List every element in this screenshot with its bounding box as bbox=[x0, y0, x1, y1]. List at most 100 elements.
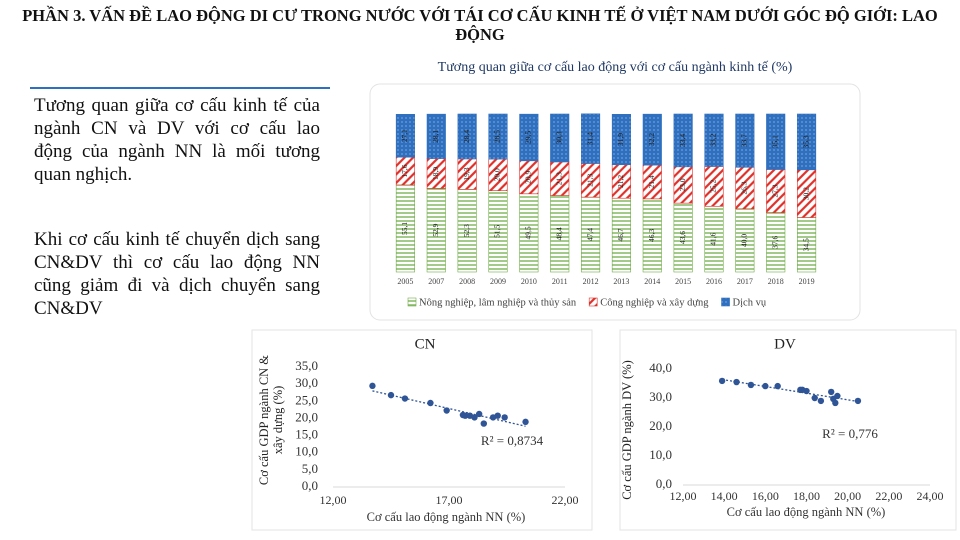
x-tick-label: 20,00 bbox=[834, 489, 861, 503]
point bbox=[747, 381, 755, 389]
bar-segment bbox=[457, 113, 477, 160]
x-tick-label: 22,00 bbox=[552, 493, 579, 507]
value-label: 20,0 bbox=[493, 168, 502, 181]
value-label: 43,6 bbox=[678, 231, 687, 244]
x-tick-label: 2017 bbox=[737, 277, 753, 286]
value-label: 21,3 bbox=[585, 173, 594, 186]
chart-title: Tương quan giữa cơ cấu lao động với cơ c… bbox=[438, 60, 793, 75]
legend-label: Dịch vụ bbox=[733, 297, 767, 308]
x-tick-label: 22,00 bbox=[875, 489, 902, 503]
value-label: 46,3 bbox=[647, 229, 656, 242]
x-tick-label: 17,00 bbox=[436, 493, 463, 507]
y-tick-label: 40,0 bbox=[649, 360, 672, 375]
point bbox=[774, 382, 781, 390]
y-axis-title: Cơ cấu GDP ngành DV (%) bbox=[620, 360, 634, 500]
point bbox=[803, 387, 810, 395]
x-tick-label: 2008 bbox=[459, 277, 475, 286]
value-label: 29,5 bbox=[524, 131, 533, 144]
bar-segment bbox=[550, 113, 570, 163]
x-tick-label: 2014 bbox=[644, 277, 660, 286]
x-tick-label: 2016 bbox=[706, 277, 722, 286]
legend-swatch bbox=[721, 297, 730, 307]
point bbox=[854, 397, 862, 405]
value-label: 23,0 bbox=[678, 178, 687, 191]
bar-segment bbox=[797, 113, 817, 171]
value-label: 35,1 bbox=[770, 135, 779, 148]
value-label: 33,7 bbox=[740, 134, 749, 147]
y-tick-label: 15,0 bbox=[295, 427, 318, 442]
value-label: 18,9 bbox=[431, 167, 440, 180]
x-tick-label: 24,00 bbox=[917, 489, 944, 503]
x-tick-label: 2011 bbox=[552, 277, 568, 286]
x-axis-title: Cơ cấu lao động ngành NN (%) bbox=[727, 505, 886, 519]
value-label: 37,6 bbox=[770, 235, 779, 248]
y-tick-label: 10,0 bbox=[649, 447, 672, 462]
y-tick-label: 5,0 bbox=[302, 461, 318, 476]
point bbox=[427, 399, 434, 407]
value-label: 21,4 bbox=[647, 175, 656, 188]
value-label: 30,3 bbox=[554, 131, 563, 144]
x-tick-label: 2007 bbox=[428, 277, 444, 286]
point bbox=[718, 377, 726, 385]
legend-label: Nông nghiệp, lâm nghiệp và thủy sản bbox=[419, 297, 577, 308]
value-label: 17,6 bbox=[400, 164, 409, 177]
chart-title: CN bbox=[415, 336, 436, 352]
value-label: 40,0 bbox=[740, 234, 749, 247]
value-label: 47,4 bbox=[585, 228, 594, 241]
value-label: 34,5 bbox=[801, 238, 810, 251]
value-label: 46,7 bbox=[616, 228, 625, 241]
trendline bbox=[722, 378, 859, 403]
bar-segment bbox=[488, 113, 508, 160]
value-label: 27,3 bbox=[770, 184, 779, 197]
y-tick-label: 0,0 bbox=[656, 476, 672, 491]
value-label: 27,1 bbox=[400, 129, 409, 142]
point bbox=[522, 418, 529, 426]
x-axis-title: Cơ cấu lao động ngành NN (%) bbox=[367, 510, 526, 524]
value-label: 55,1 bbox=[400, 222, 409, 235]
value-label: 35,3 bbox=[801, 135, 810, 148]
legend-label: Công nghiệp và xây dựng bbox=[600, 297, 709, 308]
bar-segment bbox=[426, 113, 446, 159]
value-label: 33,2 bbox=[709, 133, 718, 146]
y-tick-label: 10,0 bbox=[295, 444, 318, 459]
point bbox=[834, 392, 841, 400]
value-label: 41,6 bbox=[709, 232, 718, 245]
y-tick-label: 30,0 bbox=[649, 389, 672, 404]
slide-title: PHẦN 3. VẤN ĐỀ LAO ĐỘNG DI CƯ TRONG NƯỚC… bbox=[22, 6, 938, 44]
annotation: R² = 0,8734 bbox=[481, 433, 544, 448]
bar-segment bbox=[581, 113, 601, 164]
point bbox=[494, 412, 501, 419]
bar-segment bbox=[519, 113, 539, 162]
value-label: 26,3 bbox=[740, 181, 749, 194]
annotation: R² = 0,776 bbox=[822, 426, 878, 441]
x-tick-label: 2010 bbox=[521, 277, 537, 286]
value-label: 19,3 bbox=[462, 167, 471, 180]
x-tick-label: 2012 bbox=[583, 277, 599, 286]
value-label: 21,2 bbox=[616, 175, 625, 188]
point bbox=[762, 382, 769, 390]
x-tick-label: 12,00 bbox=[670, 489, 697, 503]
value-label: 28,5 bbox=[493, 130, 502, 143]
y-tick-label: 0,0 bbox=[302, 478, 318, 493]
value-label: 52,9 bbox=[431, 223, 440, 236]
legend-swatch bbox=[588, 297, 598, 307]
x-tick-label: 2018 bbox=[768, 277, 784, 286]
point bbox=[387, 391, 395, 399]
y-tick-label: 25,0 bbox=[295, 392, 318, 407]
x-tick-label: 14,00 bbox=[711, 489, 738, 503]
point bbox=[480, 420, 487, 427]
point bbox=[369, 382, 376, 390]
y-tick-label: 30,0 bbox=[295, 375, 318, 390]
legend-swatch bbox=[407, 297, 417, 307]
bar-segment bbox=[766, 113, 786, 170]
chart-title: DV bbox=[774, 336, 796, 352]
value-label: 51,5 bbox=[493, 225, 502, 238]
x-tick-label: 2009 bbox=[490, 277, 506, 286]
point bbox=[443, 407, 450, 414]
y-tick-label: 20,0 bbox=[649, 418, 672, 433]
paragraph: Tương quan giữa cơ cấu kinh tế của ngành… bbox=[34, 95, 320, 185]
chart-frame bbox=[619, 329, 957, 531]
chart-frame bbox=[369, 83, 861, 321]
bar-segment bbox=[735, 113, 755, 168]
